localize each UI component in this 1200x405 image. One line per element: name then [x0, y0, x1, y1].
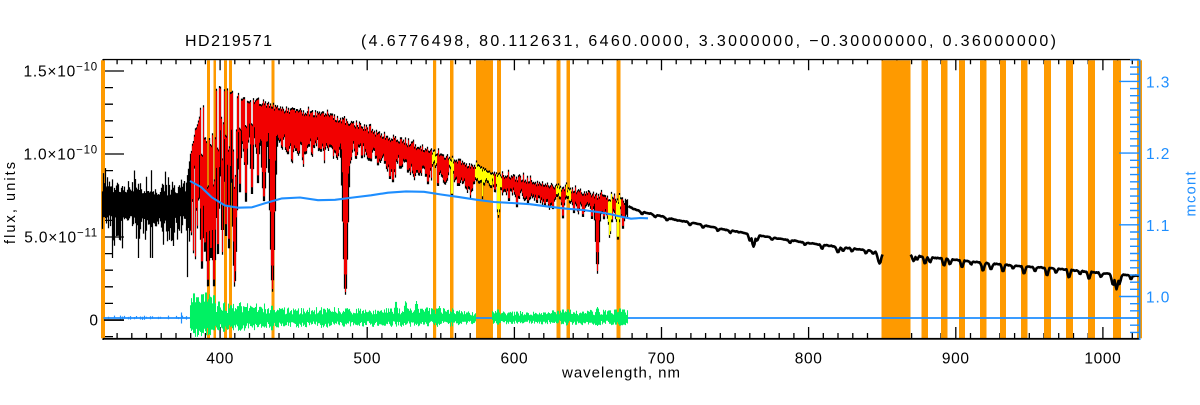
svg-text:700: 700	[648, 351, 676, 368]
svg-text:1.0: 1.0	[1146, 290, 1170, 307]
svg-text:0: 0	[89, 312, 98, 329]
svg-text:wavelength, nm: wavelength, nm	[561, 365, 680, 382]
svg-text:400: 400	[206, 351, 234, 368]
svg-text:1.3: 1.3	[1146, 74, 1170, 91]
svg-text:mcont: mcont	[1184, 172, 1200, 217]
svg-text:1.1: 1.1	[1146, 218, 1170, 235]
svg-text:800: 800	[795, 351, 823, 368]
svg-text:600: 600	[501, 351, 529, 368]
svg-text:1000: 1000	[1084, 351, 1121, 368]
svg-text:HD219571: HD219571	[185, 33, 274, 50]
svg-text:900: 900	[942, 351, 970, 368]
svg-text:1.2: 1.2	[1146, 146, 1170, 163]
svg-text:500: 500	[353, 351, 381, 368]
